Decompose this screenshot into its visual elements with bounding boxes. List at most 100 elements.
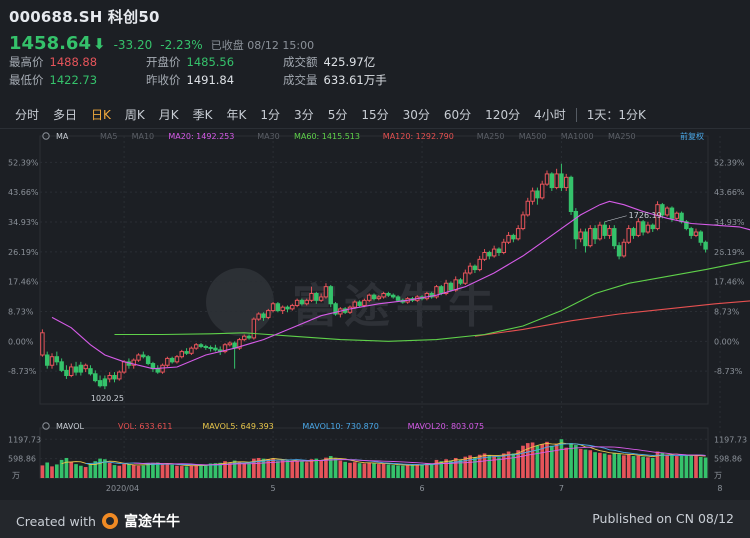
tab-period-12[interactable]: 60分 bbox=[443, 108, 472, 122]
candle-body bbox=[83, 364, 88, 370]
candle-body bbox=[467, 265, 473, 274]
stat-prev-close: 昨收价 1491.84 bbox=[146, 73, 235, 87]
tab-period-15[interactable]: 1天：1分K bbox=[586, 108, 646, 122]
volume-bar bbox=[319, 459, 323, 478]
volume-bar bbox=[242, 462, 247, 478]
candle-body bbox=[198, 344, 204, 347]
volume-bar bbox=[453, 457, 458, 478]
volume-bar bbox=[530, 442, 535, 478]
volume-bar bbox=[429, 463, 434, 478]
volume-bar bbox=[117, 465, 122, 478]
volume-bar bbox=[631, 456, 636, 478]
candle-body bbox=[549, 173, 555, 189]
ma20-line bbox=[51, 200, 750, 370]
candle-body bbox=[583, 231, 588, 247]
period-separator bbox=[575, 108, 577, 122]
tab-period-8[interactable]: 3分 bbox=[294, 108, 314, 122]
volume-bar bbox=[492, 456, 496, 478]
candle-body bbox=[136, 354, 141, 361]
volume-bar bbox=[482, 453, 487, 478]
price-change: -33.20 bbox=[113, 38, 153, 52]
tab-period-4[interactable]: 月K bbox=[158, 108, 179, 122]
volume-bar bbox=[343, 461, 347, 478]
settings-gear-icon[interactable] bbox=[42, 132, 50, 140]
tab-period-3[interactable]: 周K bbox=[124, 108, 145, 122]
candle-body bbox=[266, 310, 271, 318]
candle-body bbox=[588, 228, 593, 247]
volume-bar bbox=[602, 453, 607, 478]
volume-bar bbox=[641, 456, 645, 478]
header-divider bbox=[0, 128, 750, 129]
candle-body bbox=[131, 359, 136, 366]
volume-bar bbox=[679, 455, 684, 478]
tab-period-9[interactable]: 5分 bbox=[327, 108, 348, 122]
candle-body bbox=[439, 286, 444, 294]
candle-body bbox=[443, 282, 449, 294]
candle-body bbox=[64, 369, 69, 376]
volume-bar bbox=[280, 459, 285, 478]
volume-settings-icon[interactable] bbox=[42, 422, 50, 430]
volume-bar bbox=[506, 451, 511, 478]
candle-body bbox=[44, 354, 50, 366]
volume-bar bbox=[598, 452, 602, 478]
ma-legend-item-4: MA60: 1415.513 bbox=[294, 132, 360, 141]
tab-period-5[interactable]: 季K bbox=[192, 108, 213, 122]
tab-period-7[interactable]: 1分 bbox=[260, 108, 281, 122]
market-status: 已收盘 08/12 15:00 bbox=[210, 39, 315, 52]
candlestick-chart[interactable]: 富途牛牛 MA MA5 MA10 MA20: 1492.253 MA30 MA60: 141… bbox=[0, 0, 750, 500]
volume-bar bbox=[612, 452, 617, 478]
candle-body bbox=[453, 279, 458, 291]
tab-period-1[interactable]: 多日 bbox=[53, 108, 78, 122]
volume-bar bbox=[352, 462, 357, 478]
volume-bar bbox=[213, 463, 218, 478]
volume-bar bbox=[535, 445, 540, 478]
candle-body bbox=[208, 346, 213, 349]
candle-body bbox=[40, 332, 45, 356]
candle-body bbox=[386, 293, 391, 296]
volume-bar bbox=[88, 464, 93, 478]
volume-bar bbox=[98, 458, 102, 478]
volume-bar bbox=[237, 461, 242, 478]
tab-period-0[interactable]: 分时 bbox=[15, 108, 40, 122]
volume-bar bbox=[367, 462, 372, 478]
vol-unit-left: 万 bbox=[12, 471, 20, 480]
candle-body bbox=[285, 306, 290, 310]
tab-period-14[interactable]: 4小时 bbox=[534, 108, 566, 122]
quote-header: 000688.SH 科创50 1458.64 ⬇ -33.20 -2.23% 已… bbox=[9, 6, 739, 55]
volume-bar bbox=[372, 463, 376, 478]
tab-period-10[interactable]: 15分 bbox=[361, 108, 389, 122]
volume-bar bbox=[622, 455, 626, 478]
candle-body bbox=[251, 318, 257, 339]
stat-volume: 成交量 633.61万手 bbox=[283, 73, 387, 87]
volume-bar bbox=[564, 447, 569, 478]
volume-bar bbox=[69, 461, 74, 478]
vol-unit-right: 万 bbox=[714, 471, 722, 480]
tab-period-2[interactable]: 日K bbox=[91, 108, 111, 122]
candle-body bbox=[165, 357, 170, 366]
footer-bar: Created with 富途牛牛 Published on CN 08/12 bbox=[0, 500, 750, 538]
y-tick-left-4: 17.46% bbox=[8, 278, 39, 287]
volume-bar bbox=[501, 453, 506, 478]
candle-body bbox=[568, 176, 574, 212]
vol-tick-right-0: 1197.73 bbox=[714, 435, 747, 444]
volume-bar bbox=[626, 454, 631, 478]
candle-body bbox=[664, 207, 670, 216]
tab-period-11[interactable]: 30分 bbox=[402, 108, 430, 122]
candle-body bbox=[496, 248, 502, 253]
tab-period-13[interactable]: 120分 bbox=[485, 108, 521, 122]
volume-bar bbox=[449, 460, 453, 478]
x-tick-1: 5 bbox=[270, 484, 275, 493]
tab-period-6[interactable]: 年K bbox=[226, 108, 247, 122]
watermark-logo-icon bbox=[206, 268, 274, 336]
volume-bar bbox=[617, 454, 621, 478]
candle-body bbox=[333, 303, 338, 315]
candle-body bbox=[78, 364, 84, 373]
candle-body bbox=[227, 342, 233, 346]
volume-bar bbox=[45, 462, 50, 478]
candle-body bbox=[482, 252, 487, 260]
candle-body bbox=[477, 258, 482, 271]
volume-bar bbox=[468, 455, 472, 478]
candle-body bbox=[607, 228, 612, 236]
y-tick-right-6: 0.00% bbox=[714, 337, 740, 346]
volume-bar bbox=[554, 443, 559, 478]
